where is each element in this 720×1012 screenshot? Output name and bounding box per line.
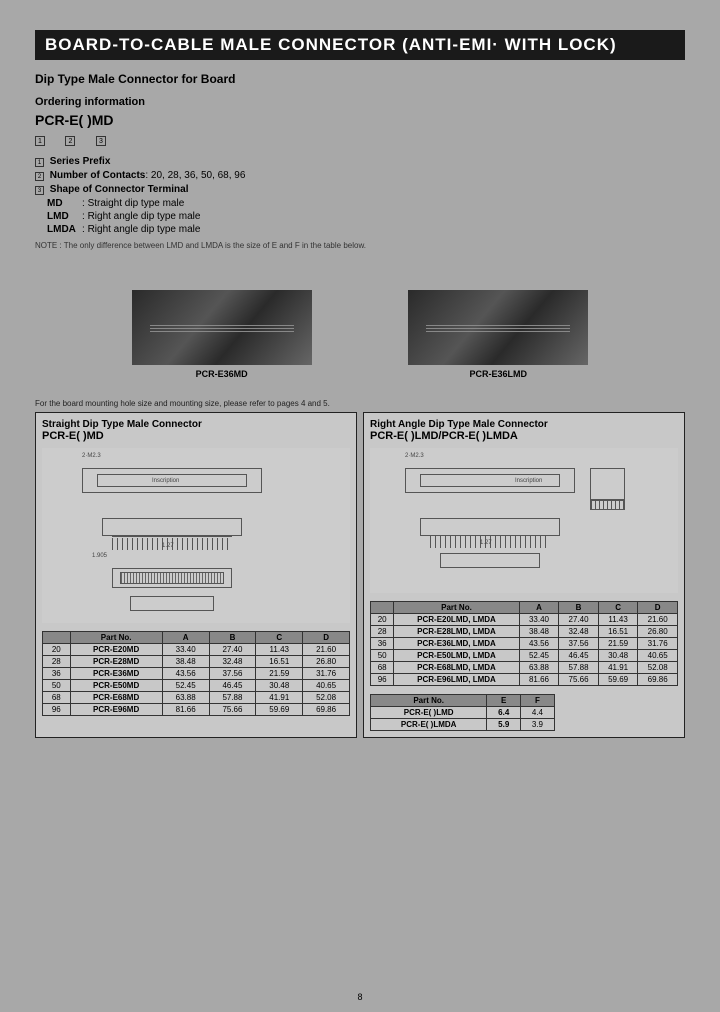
ord-marker-2: 2 [35,172,44,181]
shape-row-lmd: LMD: Right angle dip type male [47,211,685,222]
shape-desc-lmda: Right angle dip type male [88,224,201,235]
dim-pitch: 1.27 [162,543,174,549]
connector-photo-2 [408,290,588,365]
ord-line-2: 2 Number of Contacts: 20, 28, 36, 50, 68… [35,170,685,181]
diagram-panel-right: Right Angle Dip Type Male Connector PCR-… [363,412,685,738]
panel1-title: Straight Dip Type Male Connector [42,419,350,430]
dim-thread: 2·M2.3 [82,453,101,459]
ord-values-2: 20, 28, 36, 50, 68, 96 [151,170,246,181]
dimension-table-3: Part No.EF PCR-E( )LMD6.44.4PCR-E( )LMDA… [370,694,555,731]
part-number-pattern: PCR-E( )MD [35,112,685,128]
ord-line-3: 3 Shape of Connector Terminal [35,184,685,195]
shape-row-md: MD: Straight dip type male [47,198,685,209]
shape-row-lmda: LMDA: Right angle dip type male [47,224,685,235]
ord-marker-3: 3 [35,186,44,195]
product-image-1: PCR-E36MD [132,290,312,379]
product-images-row: PCR-E36MD PCR-E36LMD [35,290,685,379]
img-caption-2: PCR-E36LMD [408,369,588,379]
tech-drawing-1: 2·M2.3 Inscription 1.27 1.905 [42,448,350,623]
ord-line-1: 1 Series Prefix [35,156,685,167]
diagram-panel-left: Straight Dip Type Male Connector PCR-E( … [35,412,357,738]
dim-pitch-2: 1.27 [480,540,492,546]
ordering-info-label: Ordering information [35,96,685,108]
ord-marker-1: 1 [35,158,44,167]
dim-pin: 1.905 [92,553,107,559]
shape-code-lmd: LMD [47,211,82,222]
dim-inscription-2: Inscription [515,478,542,484]
box-3: 3 [96,136,106,146]
ord-label-3: Shape of Connector Terminal [50,184,189,195]
tech-drawing-2: 2·M2.3 Inscription 1.27 [370,448,678,593]
shape-desc-md: Straight dip type male [88,198,185,209]
dimension-table-2: Part No.ABCD 20PCR-E20LMD, LMDA33.4027.4… [370,601,678,686]
product-image-2: PCR-E36LMD [408,290,588,379]
panel2-subtitle: PCR-E( )LMD/PCR-E( )LMDA [370,430,678,442]
shape-code-md: MD [47,198,82,209]
dim-thread-2: 2·M2.3 [405,453,424,459]
ord-label-2: Number of Contacts [50,170,146,181]
reference-note: For the board mounting hole size and mou… [35,399,685,408]
connector-photo-1 [132,290,312,365]
dim-inscription: Inscription [152,478,179,484]
pattern-boxes: 1 2 3 [35,130,685,148]
panel1-subtitle: PCR-E( )MD [42,430,350,442]
img-caption-1: PCR-E36MD [132,369,312,379]
page-title-bar: BOARD-TO-CABLE MALE CONNECTOR (ANTI-EMI·… [35,30,685,60]
box-2: 2 [65,136,75,146]
shape-code-lmda: LMDA [47,224,82,235]
page-number: 8 [357,992,362,1002]
subtitle: Dip Type Male Connector for Board [35,72,685,86]
shape-desc-lmd: Right angle dip type male [88,211,201,222]
ord-label-1: Series Prefix [50,156,111,167]
panel2-title: Right Angle Dip Type Male Connector [370,419,678,430]
diagrams-row: Straight Dip Type Male Connector PCR-E( … [35,412,685,738]
box-1: 1 [35,136,45,146]
dimension-table-1: Part No.ABCD 20PCR-E20MD33.4027.4011.432… [42,631,350,716]
note-text: NOTE : The only difference between LMD a… [35,241,685,250]
